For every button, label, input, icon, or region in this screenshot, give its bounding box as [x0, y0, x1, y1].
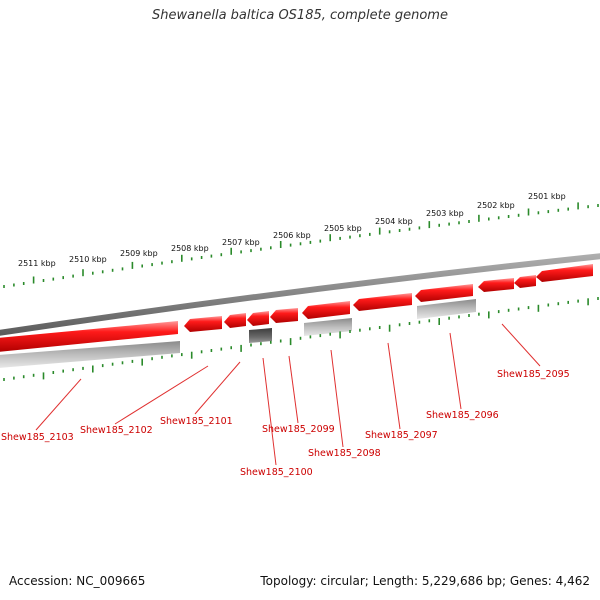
leader-2103 [35, 378, 82, 431]
map-title: Shewanella baltica OS185, complete genom… [152, 8, 448, 23]
gene-feature-2097[interactable] [353, 293, 412, 311]
label-leader-lines [35, 323, 541, 466]
leader-2096 [449, 332, 462, 410]
leader-2102 [114, 365, 209, 425]
gene-label-2097[interactable]: Shew185_2097 [365, 430, 438, 441]
gene-feature-2095c[interactable] [536, 264, 593, 282]
kbp-label-2510: 2510 kbp [69, 255, 107, 264]
leader-2101 [194, 361, 241, 415]
leader-2095 [501, 323, 541, 367]
gene-features [0, 264, 593, 368]
inner-ruler-ticks [3, 297, 599, 381]
leader-2100 [262, 357, 277, 466]
kbp-label-2505: 2505 kbp [324, 224, 362, 233]
gene-label-2099[interactable]: Shew185_2099 [262, 424, 335, 435]
kbp-label-2504: 2504 kbp [375, 217, 413, 226]
gene-feature-2095a[interactable] [478, 278, 514, 292]
kbp-label-2507: 2507 kbp [222, 238, 260, 247]
gene-feature-2100a[interactable] [247, 311, 269, 326]
genome-summary-text: Topology: circular; Length: 5,229,686 bp… [260, 574, 590, 588]
kbp-label-2503: 2503 kbp [426, 209, 464, 218]
rna-feature-left[interactable] [0, 341, 180, 368]
gene-labels: Shew185_2103 Shew185_2102 Shew185_2101 S… [1, 369, 570, 478]
leader-2099 [288, 355, 299, 424]
gene-feature-2101[interactable] [224, 313, 246, 328]
rna-feature-mid[interactable] [304, 318, 352, 336]
gene-label-2102[interactable]: Shew185_2102 [80, 425, 153, 436]
gene-feature-2096[interactable] [415, 284, 473, 302]
gene-label-2103[interactable]: Shew185_2103 [1, 432, 74, 443]
leader-2098 [330, 349, 344, 448]
kbp-label-2501: 2501 kbp [528, 192, 566, 201]
gene-label-2100[interactable]: Shew185_2100 [240, 467, 313, 478]
ruler-ticks [3, 202, 599, 288]
rna-feature-right[interactable] [417, 299, 476, 319]
leader-2097 [387, 342, 401, 430]
ruler-labels: 2511 kbp 2510 kbp 2509 kbp 2508 kbp 2507… [18, 192, 566, 268]
gene-feature-2095b[interactable] [514, 275, 536, 288]
gene-feature-2102[interactable] [184, 316, 222, 332]
kbp-label-2508: 2508 kbp [171, 244, 209, 253]
gene-feature-2099[interactable] [270, 308, 298, 323]
gene-feature-2103[interactable] [0, 321, 178, 352]
gene-label-2098[interactable]: Shew185_2098 [308, 448, 381, 459]
accession-text: Accession: NC_009665 [9, 574, 146, 588]
gene-feature-2098a[interactable] [302, 301, 350, 319]
kbp-label-2502: 2502 kbp [477, 201, 515, 210]
gene-label-2101[interactable]: Shew185_2101 [160, 416, 233, 427]
gene-label-2096[interactable]: Shew185_2096 [426, 410, 499, 421]
kbp-label-2511: 2511 kbp [18, 259, 56, 268]
rna-feature-dark[interactable] [249, 328, 272, 343]
gene-label-2095[interactable]: Shew185_2095 [497, 369, 570, 380]
genome-backbone [0, 253, 600, 336]
kbp-label-2506: 2506 kbp [273, 231, 311, 240]
kbp-label-2509: 2509 kbp [120, 249, 158, 258]
